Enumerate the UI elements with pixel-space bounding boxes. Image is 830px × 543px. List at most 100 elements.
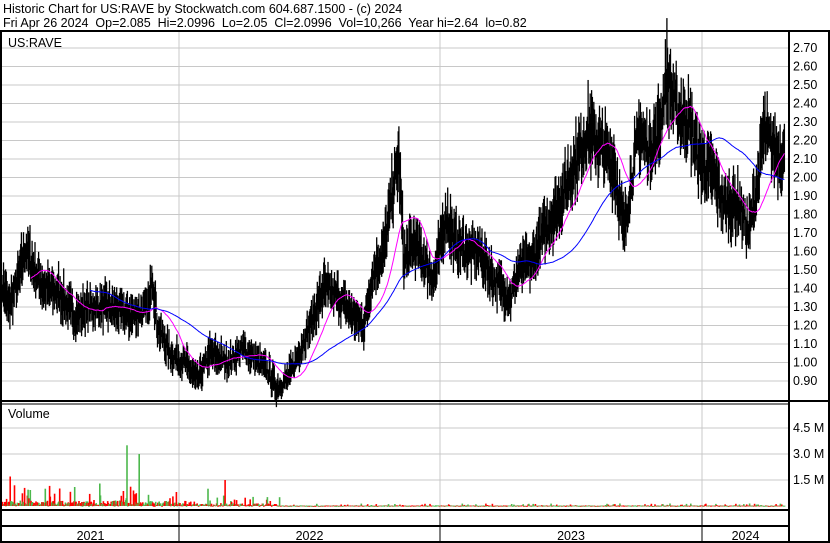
volume-bar <box>48 485 51 506</box>
volume-bar <box>120 495 123 506</box>
volume-bar <box>220 504 223 506</box>
volume-bar <box>232 503 234 506</box>
volume-bar <box>248 505 251 507</box>
volume-bar <box>147 494 150 506</box>
volume-bar <box>564 506 567 507</box>
volume-bar <box>412 505 414 507</box>
volume-bar <box>217 506 219 507</box>
volume-bar <box>464 505 466 507</box>
volume-bar <box>69 491 72 506</box>
volume-bar <box>681 504 683 506</box>
volume-bar <box>316 503 318 506</box>
volume-bar <box>250 505 252 506</box>
volume-bar <box>705 503 707 506</box>
volume-bar <box>293 505 296 507</box>
volume-bar <box>387 506 389 507</box>
price-tick-label: 1.90 <box>793 189 817 203</box>
volume-bar <box>114 500 117 506</box>
volume-bar <box>463 504 466 506</box>
year-label: 2023 <box>557 529 585 543</box>
volume-bar <box>4 501 6 506</box>
volume-bar <box>543 505 545 507</box>
volume-bar <box>159 503 162 506</box>
symbol-label: US:RAVE <box>8 36 62 50</box>
volume-bar <box>228 504 231 506</box>
volume-bar <box>14 503 16 506</box>
price-tick-label: 2.10 <box>793 152 817 166</box>
volume-bar <box>210 505 212 507</box>
volume-bar <box>660 505 663 507</box>
volume-bar <box>437 505 440 507</box>
volume-bar <box>491 503 494 506</box>
volume-bar <box>425 505 428 507</box>
price-tick-label: 2.40 <box>793 97 817 111</box>
volume-bar <box>46 500 49 506</box>
volume-bar <box>252 496 254 506</box>
volume-bar <box>288 506 291 507</box>
volume-bar <box>748 503 751 506</box>
volume-bar <box>416 505 418 507</box>
volume-bar <box>387 504 390 506</box>
volume-bar <box>568 505 571 507</box>
volume-bar <box>334 505 337 507</box>
volume-bar <box>341 506 344 507</box>
volume-bar <box>556 504 558 506</box>
volume-bar <box>745 504 748 506</box>
volume-bar <box>783 505 786 507</box>
volume-bar <box>121 501 123 506</box>
volume-bar <box>62 504 64 506</box>
volume-bar <box>93 500 95 506</box>
volume-bar <box>216 497 219 506</box>
volume-bar <box>389 505 392 507</box>
volume-bar <box>270 506 273 507</box>
volume-bar <box>88 506 90 507</box>
volume-bar <box>44 488 47 506</box>
price-tick-label: 0.90 <box>793 374 817 388</box>
volume-bar <box>331 505 334 507</box>
volume-bar <box>512 505 514 507</box>
volume-bar <box>375 504 378 506</box>
volume-bar <box>320 505 322 507</box>
volume-bar <box>555 505 557 507</box>
volume-bar <box>270 505 272 506</box>
volume-bar <box>393 505 395 507</box>
volume-bar <box>702 506 705 507</box>
volume-bar <box>238 505 241 507</box>
volume-bar <box>781 504 783 506</box>
volume-bar <box>368 505 370 507</box>
volume-bar <box>35 501 37 506</box>
volume-bar <box>755 504 758 506</box>
volume-bar <box>460 505 463 507</box>
volume-bar <box>708 505 711 507</box>
volume-bar <box>13 485 16 506</box>
volume-bar <box>83 503 86 506</box>
volume-bar <box>540 505 542 507</box>
volume-bar <box>769 505 772 507</box>
volume-bar <box>218 505 221 506</box>
volume-bar <box>207 488 209 506</box>
volume-bar <box>606 503 608 506</box>
volume-bar <box>526 505 529 507</box>
volume-bar <box>465 506 467 507</box>
volume-bar <box>308 505 310 507</box>
volume-bar <box>344 504 346 506</box>
volume-bar <box>174 502 176 506</box>
volume-bar <box>474 505 476 507</box>
volume-bar <box>249 499 251 506</box>
volume-bar <box>685 505 687 507</box>
volume-bar <box>154 501 157 506</box>
volume-bar <box>212 505 214 507</box>
volume-bar <box>734 505 736 507</box>
volume-bar <box>49 496 52 506</box>
volume-bar <box>557 506 560 507</box>
volume-bar <box>272 504 274 506</box>
volume-bar <box>419 505 422 507</box>
volume-bar <box>140 505 143 507</box>
volume-bar <box>339 505 342 507</box>
volume-bar <box>29 490 32 506</box>
volume-bar <box>153 503 155 506</box>
volume-bar <box>369 505 372 507</box>
volume-bar <box>21 493 24 506</box>
volume-bar <box>222 495 225 506</box>
volume-bar <box>546 505 548 507</box>
